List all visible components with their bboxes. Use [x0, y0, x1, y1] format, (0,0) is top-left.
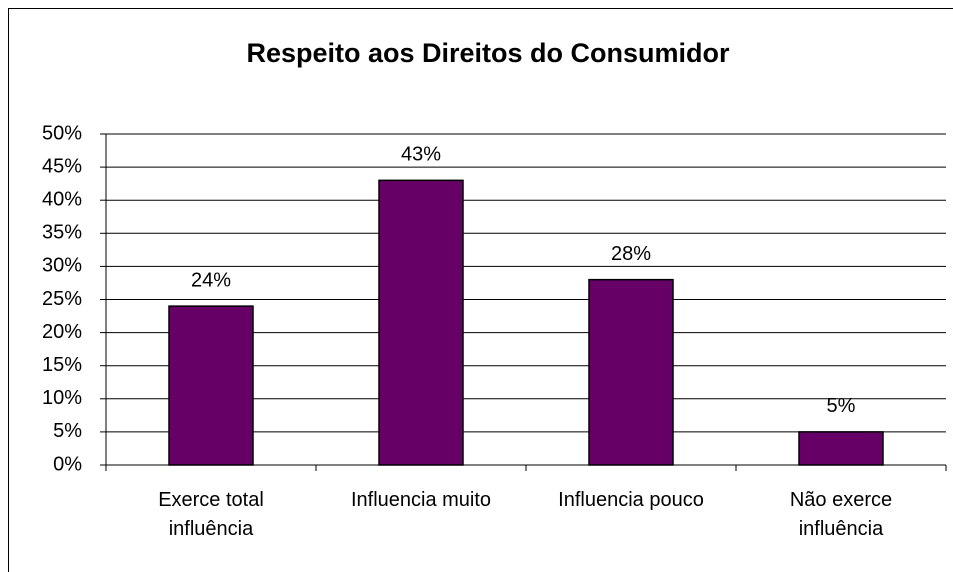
- y-tick-label: 50%: [42, 122, 82, 144]
- bar: [798, 431, 884, 466]
- bar: [168, 305, 254, 466]
- data-label: 5%: [827, 395, 856, 417]
- y-tick-label: 40%: [42, 188, 82, 210]
- x-tick-label: Influencia pouco: [558, 489, 704, 511]
- x-tick-label: Influencia muito: [350, 489, 492, 511]
- y-tick-label: 20%: [42, 321, 82, 343]
- y-tick-label: 15%: [42, 354, 82, 376]
- y-tick-label: 5%: [53, 420, 82, 442]
- x-tick-label: Exerce total influência: [158, 489, 264, 540]
- data-label: 43%: [401, 144, 441, 166]
- y-tick-label: 10%: [42, 387, 82, 409]
- y-tick-label: 35%: [42, 222, 82, 244]
- data-label: 28%: [611, 243, 651, 265]
- y-tick-label: 25%: [42, 288, 82, 310]
- data-label: 24%: [191, 269, 231, 291]
- y-tick-label: 45%: [42, 155, 82, 177]
- y-tick-label: 0%: [53, 453, 82, 475]
- chart-title: Respeito aos Direitos do Consumidor: [246, 38, 730, 68]
- bar: [378, 179, 464, 466]
- chart-border: [8, 8, 953, 572]
- y-tick-label: 30%: [42, 255, 82, 277]
- x-tick-label: Não exerce influência: [789, 489, 893, 540]
- bar: [588, 278, 674, 466]
